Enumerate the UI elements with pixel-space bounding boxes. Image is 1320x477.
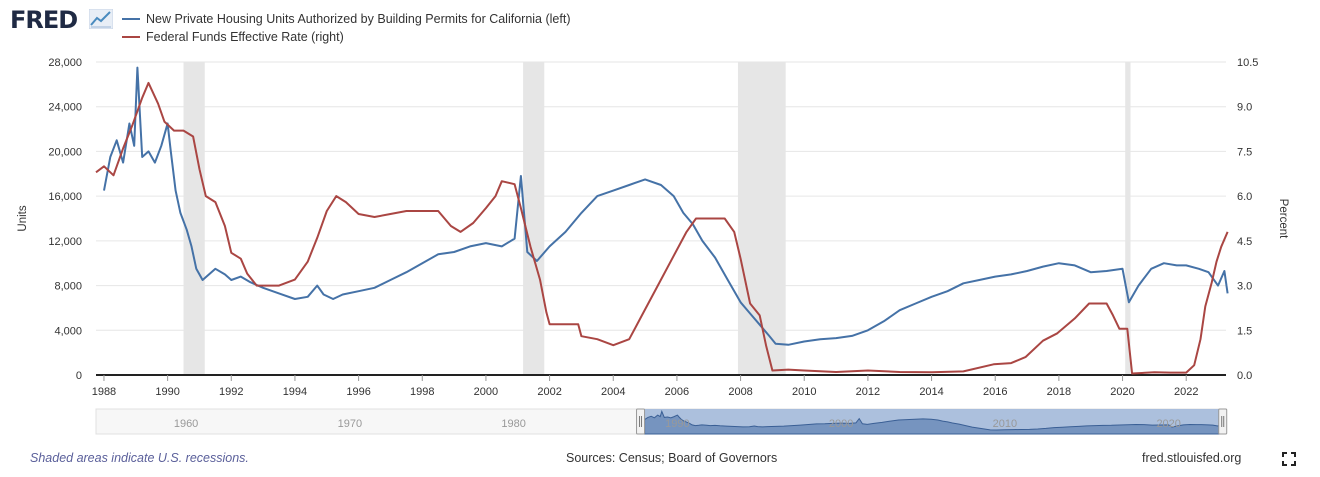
legend-label-housing: New Private Housing Units Authorized by … [146,12,571,26]
navigator-mini-series [644,409,1224,435]
x-tick-label: 1998 [410,386,434,398]
y-tick-right: 9.0 [1237,102,1252,114]
x-tick-label: 2010 [792,386,816,398]
x-tick-label: 2006 [665,386,689,398]
x-tick-label: 1992 [219,386,243,398]
recession-note: Shaded areas indicate U.S. recessions. [30,451,249,465]
x-tick-label: 2012 [856,386,880,398]
navigator-tick-label: 1970 [338,418,362,430]
sources-note: Sources: Census; Board of Governors [566,451,778,465]
y-tick-right: 4.5 [1237,236,1252,248]
y-tick-right: 1.5 [1237,325,1252,337]
x-tick-label: 2022 [1174,386,1198,398]
site-link[interactable]: fred.stlouisfed.org [1142,451,1242,465]
y-axis-label-right: Percent [1277,199,1289,239]
navigator-tick-label: 1990 [665,418,689,430]
y-tick-left: 24,000 [48,102,82,114]
y-tick-right: 0.0 [1237,370,1252,382]
x-tick-label: 2002 [537,386,561,398]
recession-band [1125,62,1131,375]
legend-swatch-fedfunds [122,36,140,38]
x-tick-label: 1996 [346,386,370,398]
x-tick-label: 1990 [155,386,179,398]
y-tick-right: 10.5 [1237,57,1258,69]
navigator-tick-label: 2010 [993,418,1017,430]
navigator-tick-label: 2000 [829,418,853,430]
legend-label-fedfunds: Federal Funds Effective Rate (right) [146,30,344,44]
x-tick-label: 1994 [283,386,307,398]
navigator-handle-right[interactable] [1218,408,1228,435]
y-tick-left: 28,000 [48,57,82,69]
x-tick-label: 2020 [1110,386,1134,398]
y-tick-left: 20,000 [48,146,82,158]
y-tick-left: 16,000 [48,191,82,203]
y-tick-right: 3.0 [1237,281,1252,293]
recession-band [183,62,205,375]
legend-swatch-housing [122,18,140,20]
recession-band [523,62,545,375]
navigator-tick-label: 1960 [174,418,198,430]
fullscreen-icon[interactable] [1282,452,1296,466]
y-tick-left: 0 [76,370,82,382]
navigator-tick-label: 1980 [501,418,525,430]
legend-item-housing-permits[interactable]: New Private Housing Units Authorized by … [122,10,570,28]
line-chart[interactable]: 0 4,000 8,000 12,000 16,000 20,000 24,000 28,00… [0,0,1320,445]
x-tick-label: 2000 [474,386,498,398]
navigator-tick-label: 2020 [1156,418,1180,430]
legend-item-fed-funds[interactable]: Federal Funds Effective Rate (right) [122,28,570,46]
y-tick-right: 7.5 [1237,146,1252,158]
y-tick-right: 6.0 [1237,191,1252,203]
y-tick-left: 8,000 [54,281,82,293]
y-tick-left: 4,000 [54,325,82,337]
x-tick-label: 2018 [1047,386,1071,398]
x-tick-label: 2014 [919,386,943,398]
y-tick-left: 12,000 [48,236,82,248]
fred-logo[interactable]: FRED [10,6,78,34]
y-axis-label-left: Units [17,205,29,231]
line-chart-icon [89,9,113,29]
navigator-handle-left[interactable] [636,408,646,435]
series-line-fed-funds[interactable] [95,81,1229,375]
x-tick-label: 2004 [601,386,625,398]
series-line-housing-permits[interactable] [103,66,1229,346]
x-tick-label: 2008 [728,386,752,398]
x-tick-label: 1988 [92,386,116,398]
x-tick-label: 2016 [983,386,1007,398]
chart-legend: New Private Housing Units Authorized by … [122,10,570,46]
